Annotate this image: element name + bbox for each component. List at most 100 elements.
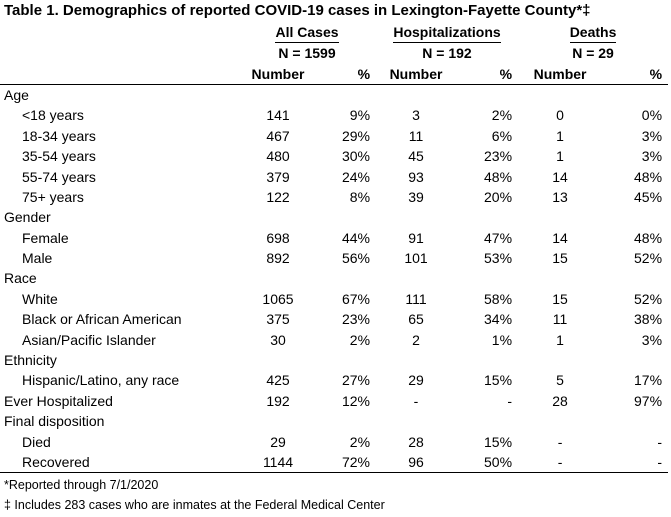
cell-all-cases-pct: 44%	[341, 229, 371, 246]
cell-all-cases-pct: 27%	[341, 372, 371, 389]
cell-all-cases-pct: 72%	[318, 451, 377, 474]
group-header-row: All Cases Hospitalizations Deaths	[0, 22, 668, 43]
cell-all-cases-number: 480	[266, 148, 290, 165]
section-label: Gender	[4, 209, 51, 226]
table-row: 55-74 years 379 24% 93 48% 14 48%	[0, 166, 668, 186]
cell-deaths-pct: 3%	[641, 331, 663, 348]
cell-hosp-pct: 47%	[484, 229, 513, 246]
cell-deaths-number: 5	[556, 372, 564, 389]
cell-all-cases-pct: 67%	[341, 290, 371, 307]
cell-all-cases-pct: 24%	[341, 168, 371, 185]
cell-all-cases-pct: 12%	[341, 392, 371, 409]
table-row: Black or African American 375 23% 65 34% 11 38…	[0, 309, 668, 329]
section-label: Ever Hospitalized	[4, 392, 113, 409]
row-label: White	[22, 290, 58, 307]
cell-hosp-number: 29	[408, 372, 424, 389]
cell-all-cases-pct: 2%	[349, 331, 371, 348]
section-row: Final disposition	[0, 411, 668, 431]
cell-hosp-number: 39	[408, 188, 424, 205]
row-label: 35-54 years	[22, 148, 96, 165]
cell-all-cases-number: 30	[270, 331, 286, 348]
col-header-number: Number	[533, 65, 587, 82]
cell-hosp-pct: 1%	[491, 331, 513, 348]
cell-all-cases-number: 192	[266, 392, 290, 409]
table-row: Hispanic/Latino, any race 425 27% 29 15% 5 17%	[0, 370, 668, 390]
cell-hosp-pct: 15%	[484, 372, 513, 389]
cell-deaths-number: -	[518, 451, 603, 474]
table-row: Female 698 44% 91 47% 14 48%	[0, 228, 668, 248]
col-header-pct: %	[649, 65, 663, 82]
col-header-pct: %	[357, 65, 371, 82]
col-header-number: Number	[251, 65, 305, 82]
col-header-number: Number	[389, 65, 443, 82]
cell-all-cases-number: 467	[266, 127, 290, 144]
cell-deaths-pct: 52%	[634, 290, 663, 307]
cell-all-cases-pct: 30%	[341, 148, 371, 165]
cell-deaths-number: 14	[552, 229, 568, 246]
demographics-table: All Cases Hospitalizations Deaths N = 15…	[0, 22, 669, 474]
row-label: Recovered	[0, 451, 238, 474]
group-header-hospitalizations: Hospitalizations	[393, 22, 501, 43]
table-row: 18-34 years 467 29% 11 6% 1 3%	[0, 126, 668, 146]
row-label: 18-34 years	[22, 127, 96, 144]
cell-deaths-pct: 48%	[634, 168, 663, 185]
cell-deaths-pct: 3%	[641, 127, 663, 144]
cell-deaths-pct: 3%	[641, 148, 663, 165]
group-header-deaths: Deaths	[569, 22, 617, 43]
cell-deaths-pct: -	[657, 433, 663, 450]
cell-hosp-number: 111	[405, 290, 427, 307]
cell-deaths-pct: 52%	[634, 250, 663, 267]
row-label: Died	[22, 433, 51, 450]
section-label: Final disposition	[4, 413, 105, 430]
cell-deaths-pct: 38%	[634, 311, 663, 328]
section-row: Ever Hospitalized 192 12% - - 28 97%	[0, 391, 668, 411]
cell-deaths-pct: 97%	[634, 392, 663, 409]
row-label: <18 years	[22, 107, 84, 124]
cell-all-cases-number: 379	[266, 168, 290, 185]
table-row: <18 years 141 9% 3 2% 0 0%	[0, 105, 668, 125]
cell-deaths-number: -	[557, 433, 563, 450]
cell-deaths-number: 0	[556, 107, 564, 124]
cell-all-cases-pct: 29%	[341, 127, 371, 144]
cell-hosp-number: -	[413, 392, 419, 409]
column-header-row: Number % Number % Number %	[0, 63, 668, 84]
cell-deaths-pct: 45%	[634, 188, 663, 205]
cell-deaths-number: 14	[552, 168, 568, 185]
cell-all-cases-pct: 56%	[341, 250, 371, 267]
cell-deaths-pct: -	[602, 451, 669, 474]
cell-all-cases-pct: 9%	[349, 107, 371, 124]
row-label: Asian/Pacific Islander	[22, 331, 156, 348]
cell-hosp-pct: 48%	[484, 168, 513, 185]
cell-hosp-number: 91	[408, 229, 424, 246]
section-row: Age	[0, 83, 669, 106]
table-title: Table 1. Demographics of reported COVID-…	[4, 2, 591, 19]
cell-hosp-number: 45	[408, 148, 424, 165]
cell-hosp-pct: 58%	[484, 290, 513, 307]
cell-deaths-number: 1	[556, 127, 564, 144]
cell-hosp-pct: 23%	[484, 148, 513, 165]
cell-deaths-number: 13	[552, 188, 568, 205]
section-row: Gender	[0, 207, 668, 227]
cell-deaths-number: 28	[552, 392, 568, 409]
table-row: Asian/Pacific Islander 30 2% 2 1% 1 3%	[0, 329, 668, 349]
n-header-row: N = 1599 N = 192 N = 29	[0, 43, 668, 63]
table-row: White 1065 67% 111 58% 15 52%	[0, 289, 668, 309]
cell-hosp-number: 93	[408, 168, 424, 185]
cell-hosp-number: 2	[412, 331, 420, 348]
cell-all-cases-number: 425	[266, 372, 290, 389]
table-row: 75+ years 122 8% 39 20% 13 45%	[0, 187, 668, 207]
table-row: 35-54 years 480 30% 45 23% 1 3%	[0, 146, 668, 166]
row-label: Hispanic/Latino, any race	[22, 372, 180, 389]
cell-all-cases-pct: 2%	[349, 433, 371, 450]
n-deaths: N = 29	[572, 45, 614, 62]
cell-deaths-number: 15	[552, 250, 568, 267]
table-row: Male 892 56% 101 53% 15 52%	[0, 248, 668, 268]
cell-deaths-pct: 0%	[641, 107, 663, 124]
cell-hosp-number: 3	[412, 107, 420, 124]
cell-hosp-pct: 20%	[484, 188, 513, 205]
cell-deaths-number: 11	[552, 311, 568, 328]
cell-deaths-number: 1	[556, 331, 564, 348]
cell-all-cases-number: 892	[266, 250, 290, 267]
cell-all-cases-number: 141	[266, 107, 290, 124]
row-label: Female	[22, 229, 69, 246]
